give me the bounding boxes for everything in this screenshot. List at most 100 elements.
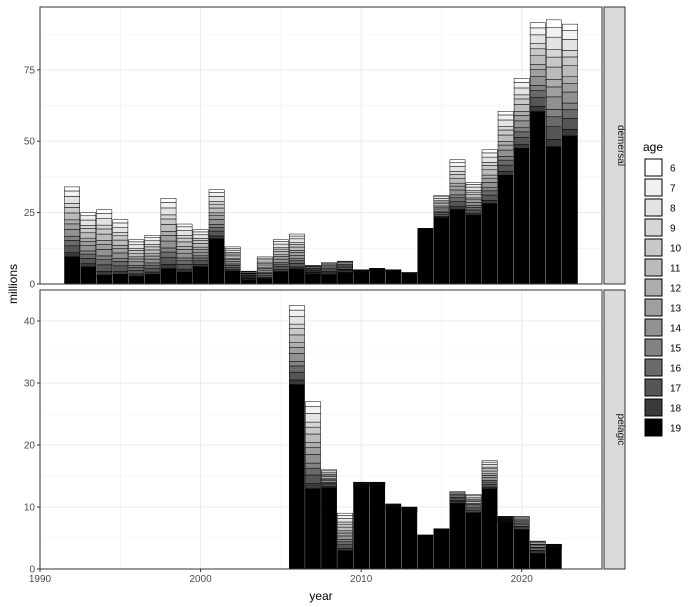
bar-segment xyxy=(128,250,145,254)
bar-segment xyxy=(64,207,80,214)
bar-segment xyxy=(128,261,145,266)
bar-segment xyxy=(497,174,514,285)
bar-segment xyxy=(545,56,562,68)
bar-segment xyxy=(465,494,482,496)
bar-segment xyxy=(192,238,209,241)
bar-segment xyxy=(112,226,129,233)
bar-pelagic-2015 xyxy=(433,528,450,570)
bar-segment xyxy=(433,201,450,204)
bar-segment xyxy=(112,239,129,246)
bar-segment xyxy=(337,541,353,545)
bar-demersal-2008 xyxy=(321,262,337,285)
legend-swatch xyxy=(644,158,663,177)
legend-swatch xyxy=(644,218,663,237)
bar-segment xyxy=(208,201,225,205)
bar-segment xyxy=(176,271,193,285)
bar-demersal-1996 xyxy=(128,239,145,285)
bar-segment xyxy=(545,109,562,118)
bar-pelagic-2017 xyxy=(465,494,482,570)
bar-segment xyxy=(64,256,80,285)
bar-segment xyxy=(545,79,562,88)
bar-segment xyxy=(353,272,370,285)
facet-strip-label: demersal xyxy=(615,125,626,166)
bar-segment xyxy=(160,214,177,220)
legend-swatch xyxy=(644,278,663,297)
bar-segment xyxy=(289,305,305,311)
bar-segment xyxy=(481,481,498,485)
bar-segment xyxy=(449,209,466,285)
bar-segment xyxy=(96,228,113,235)
bar-segment xyxy=(80,250,97,255)
bar-segment xyxy=(64,252,80,258)
bar-segment xyxy=(64,245,80,253)
bar-demersal-2022 xyxy=(545,19,562,285)
bar-segment xyxy=(192,260,209,265)
bar-segment xyxy=(112,219,129,224)
bar-segment xyxy=(385,270,402,285)
bar-demersal-2019 xyxy=(497,110,514,285)
bar-demersal-2016 xyxy=(449,159,466,285)
bar-segment xyxy=(305,274,321,285)
bar-pelagic-2016 xyxy=(449,491,466,570)
y-tick-label: 10 xyxy=(24,503,36,514)
bar-demersal-2013 xyxy=(401,272,418,285)
bar-segment xyxy=(160,224,177,232)
bar-segment xyxy=(128,265,145,268)
bar-demersal-2000 xyxy=(192,229,209,285)
bar-segment xyxy=(289,353,305,362)
bar-demersal-2012 xyxy=(385,269,402,285)
x-tick-label: 2020 xyxy=(511,574,534,585)
bar-segment xyxy=(208,189,225,193)
bar-segment xyxy=(497,159,514,166)
bar-segment xyxy=(128,248,145,251)
bar-segment xyxy=(289,263,305,268)
bar-segment xyxy=(353,488,370,570)
bar-segment xyxy=(305,442,321,448)
bar-segment xyxy=(176,264,193,270)
bar-segment xyxy=(529,64,546,70)
bar-segment xyxy=(481,470,498,475)
facet-strip-label: pelagic xyxy=(615,414,626,446)
panel-border xyxy=(39,6,603,285)
bar-segment xyxy=(481,156,498,163)
bar-segment xyxy=(305,483,321,489)
bar-segment xyxy=(497,110,514,116)
bar-segment xyxy=(192,251,209,257)
bar-segment xyxy=(96,224,113,230)
bar-segment xyxy=(64,229,80,237)
bar-segment xyxy=(256,264,273,268)
bar-segment xyxy=(176,230,193,236)
bar-segment xyxy=(176,257,193,261)
bar-segment xyxy=(321,484,337,487)
bar-demersal-1997 xyxy=(144,235,161,285)
legend-label: 10 xyxy=(670,244,682,255)
bar-segment xyxy=(289,242,305,245)
legend-label: 7 xyxy=(670,184,676,195)
bar-pelagic-2022 xyxy=(545,543,562,570)
bar-segment xyxy=(562,102,578,110)
bar-segment xyxy=(192,264,209,267)
bar-segment xyxy=(289,384,305,570)
bar-segment xyxy=(128,256,145,260)
bar-segment xyxy=(240,270,257,272)
bar-segment xyxy=(465,197,482,201)
bar-segment xyxy=(272,251,289,255)
bar-segment xyxy=(256,262,273,266)
bar-segment xyxy=(562,39,578,51)
bar-segment xyxy=(224,261,241,265)
x-tick-label: 2000 xyxy=(189,574,212,585)
bar-segment xyxy=(545,19,562,28)
bar-segment xyxy=(449,197,466,202)
bar-segment xyxy=(289,252,305,256)
bar-segment xyxy=(208,215,225,220)
bar-segment xyxy=(497,129,514,136)
bar-segment xyxy=(465,212,482,216)
bar-segment xyxy=(465,194,482,199)
bar-segment xyxy=(449,166,466,172)
bar-pelagic-2018 xyxy=(481,460,498,570)
bar-segment xyxy=(176,268,193,273)
legend-swatch xyxy=(644,178,663,197)
bar-pelagic-2008 xyxy=(321,469,337,570)
bar-segment xyxy=(449,189,466,196)
